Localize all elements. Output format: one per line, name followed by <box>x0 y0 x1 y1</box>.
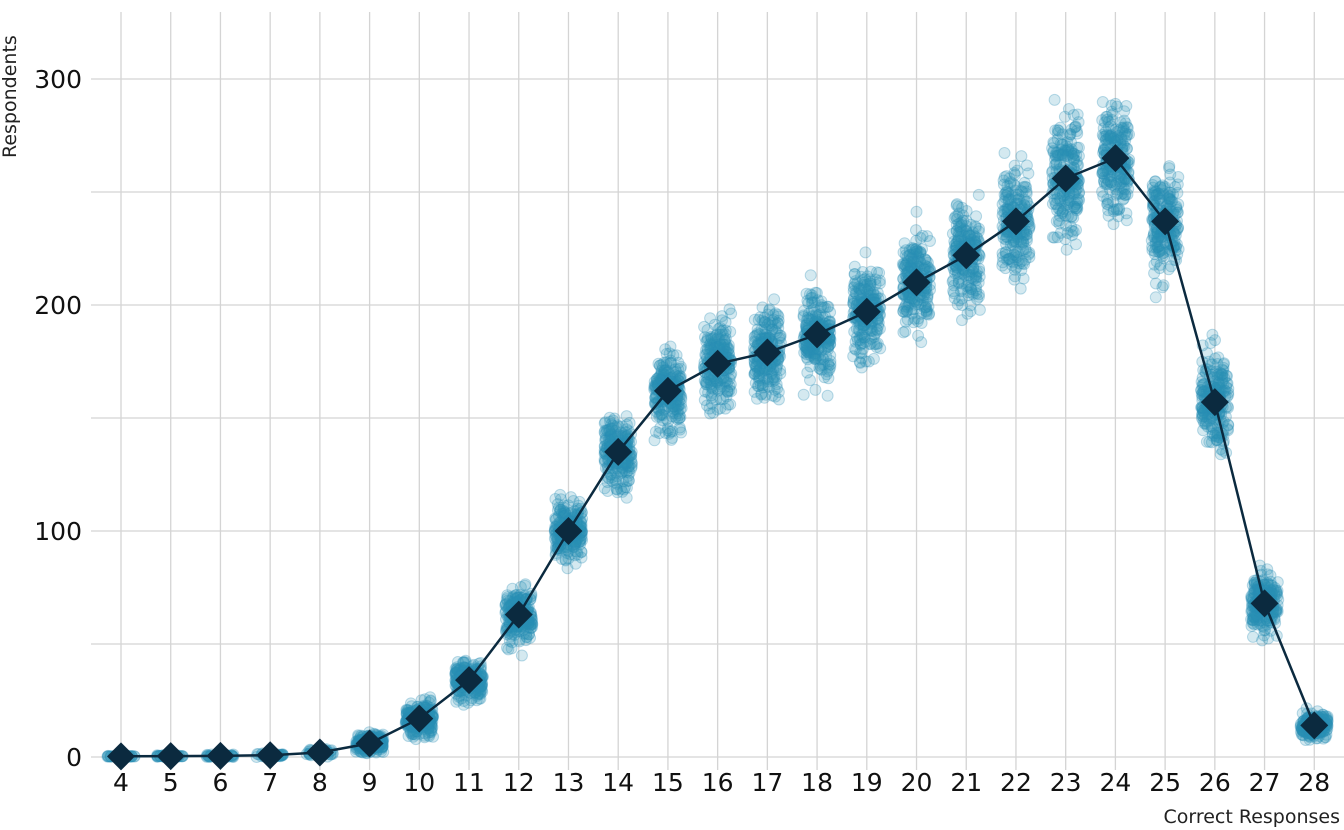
diamond-marker <box>405 704 434 733</box>
y-tick-label: 0 <box>66 743 82 772</box>
diamond-marker <box>1051 164 1080 193</box>
x-tick-label: 12 <box>503 768 535 797</box>
diamond-marker <box>753 338 782 367</box>
diamond-marker <box>107 742 135 771</box>
y-axis-ticks: 0 100 200 300 <box>34 65 82 772</box>
y-axis-label: Respondents <box>0 35 21 158</box>
diamond-marker <box>504 600 533 629</box>
x-tick-label: 28 <box>1298 768 1330 797</box>
diamond-marker <box>1200 388 1229 417</box>
x-tick-label: 20 <box>901 768 933 797</box>
x-tick-label: 7 <box>262 768 278 797</box>
x-tick-label: 16 <box>702 768 734 797</box>
x-tick-label: 6 <box>212 768 228 797</box>
x-tick-label: 23 <box>1050 768 1082 797</box>
x-tick-label: 8 <box>312 768 328 797</box>
x-tick-label: 13 <box>553 768 585 797</box>
x-tick-label: 25 <box>1149 768 1181 797</box>
y-tick-label: 300 <box>34 65 82 94</box>
diamond-marker <box>902 268 931 297</box>
x-tick-label: 11 <box>453 768 485 797</box>
x-tick-label: 4 <box>113 768 129 797</box>
diamond-marker <box>1101 144 1130 173</box>
x-tick-label: 5 <box>163 768 179 797</box>
diamond-marker <box>653 376 682 405</box>
x-tick-label: 14 <box>602 768 634 797</box>
x-tick-label: 22 <box>1000 768 1032 797</box>
diamond-marker <box>952 241 981 270</box>
y-tick-label: 100 <box>34 517 82 546</box>
diamond-marker <box>355 729 384 758</box>
diamond-marker <box>803 320 832 349</box>
diamond-marker <box>604 437 633 466</box>
diamond-marker <box>256 741 285 770</box>
x-tick-label: 24 <box>1099 768 1131 797</box>
x-tick-label: 27 <box>1249 768 1281 797</box>
y-tick-label: 200 <box>34 291 82 320</box>
diamond-marker <box>1151 207 1180 236</box>
x-tick-label: 10 <box>403 768 435 797</box>
diamond-marker <box>305 738 334 767</box>
diamond-marker <box>156 742 185 771</box>
diamond-marker <box>455 666 484 695</box>
diamond-marker <box>1001 207 1030 236</box>
diamond-marker <box>1300 711 1329 740</box>
x-tick-label: 18 <box>801 768 833 797</box>
diamond-marker <box>554 517 583 545</box>
x-axis-label: Correct Responses <box>1163 806 1340 828</box>
x-tick-label: 21 <box>950 768 982 797</box>
diamond-marker <box>206 741 235 770</box>
diamond-marker <box>1250 589 1279 618</box>
diamond-marker <box>852 297 881 326</box>
gridlines <box>91 12 1344 770</box>
x-tick-label: 26 <box>1199 768 1231 797</box>
x-tick-label: 15 <box>652 768 684 797</box>
diamond-marker <box>703 349 732 378</box>
x-tick-label: 17 <box>751 768 783 797</box>
x-tick-label: 19 <box>851 768 883 797</box>
x-tick-label: 9 <box>362 768 378 797</box>
x-axis-ticks: 4 5 6 7 8 9 10 11 12 13 14 15 16 17 18 19 20 21 22 23 24 25 26… <box>113 768 1330 797</box>
mean-markers <box>107 144 1329 771</box>
